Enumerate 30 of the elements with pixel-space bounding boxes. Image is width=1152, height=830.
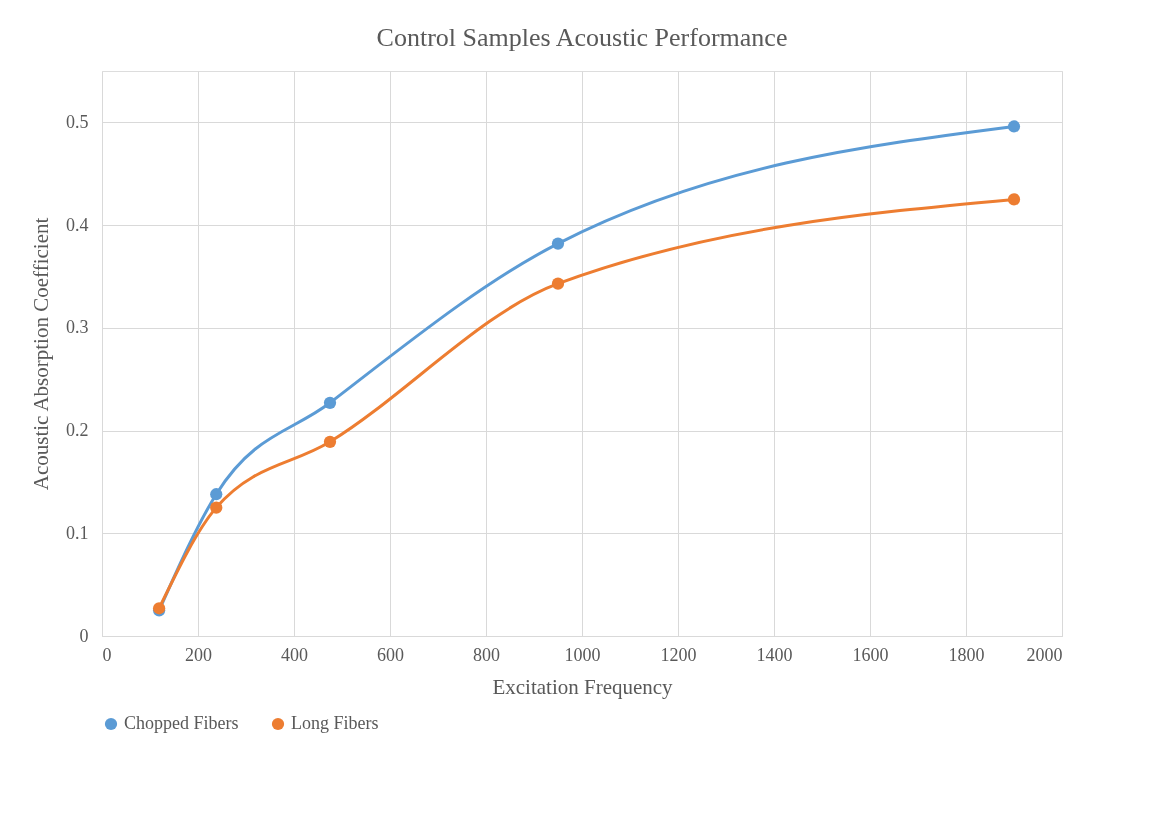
x-tick-label: 800 (473, 644, 500, 665)
point (323, 435, 337, 448)
y-tick-label: 0.3 (66, 317, 89, 338)
x-tick-label: 600 (377, 644, 404, 665)
point (210, 501, 223, 514)
point (323, 396, 337, 409)
x-tick-label: 1400 (756, 644, 793, 665)
x-tick-label: 1600 (852, 644, 889, 665)
y-tick-label: 0.5 (66, 111, 89, 132)
y-tick-label: 0.2 (66, 420, 89, 441)
point (210, 488, 223, 501)
x-axis-title: Excitation Frequency (492, 674, 674, 699)
x-tick-label: 2000 (1026, 644, 1063, 665)
x-tick-label: 400 (281, 644, 308, 665)
y-tick-label: 0.1 (66, 522, 89, 543)
x-tick-label: 1200 (660, 644, 697, 665)
point (1007, 120, 1021, 133)
y-tick-label: 0.4 (66, 214, 89, 235)
legend-label: Long Fibers (291, 713, 379, 733)
x-tick-label: 0 (102, 644, 112, 665)
point (551, 237, 565, 250)
point (551, 277, 565, 290)
y-axis-title: Acoustic Absorption Coefficient (29, 217, 53, 491)
x-tick-label: 1800 (948, 644, 985, 665)
point (1007, 193, 1021, 206)
y-tick-label: 0 (79, 625, 89, 646)
chart-title: Control Samples Acoustic Performance (376, 23, 788, 52)
legend-label: Chopped Fibers (124, 713, 239, 733)
x-tick-label: 200 (185, 644, 212, 665)
x-tick-label: 1000 (564, 644, 601, 665)
